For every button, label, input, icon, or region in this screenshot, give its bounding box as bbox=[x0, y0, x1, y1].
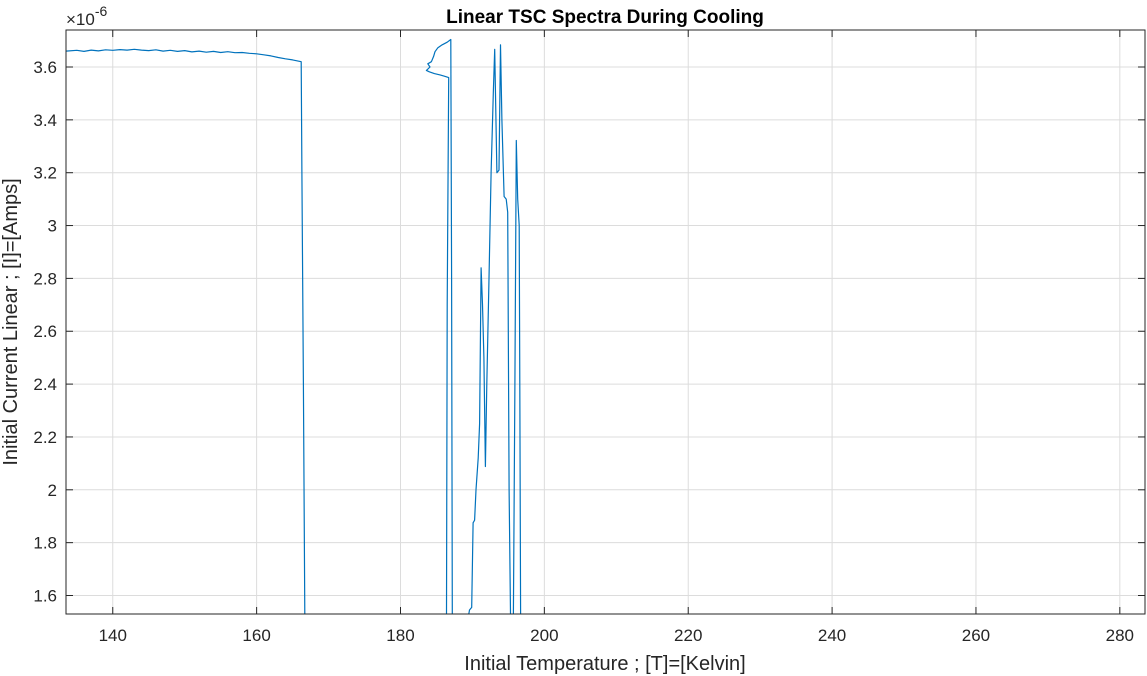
x-tick-label: 260 bbox=[962, 626, 990, 645]
y-tick-label: 2.2 bbox=[33, 428, 57, 447]
x-tick-label: 200 bbox=[530, 626, 558, 645]
y-tick-label: 3.6 bbox=[33, 58, 57, 77]
y-axis-exponent-power: -6 bbox=[95, 3, 108, 19]
y-axis-exponent-base: ×10 bbox=[66, 10, 95, 29]
data-series bbox=[65, 38, 522, 615]
x-axis-label: Initial Temperature ; [T]=[Kelvin] bbox=[464, 653, 745, 675]
x-tick-label: 180 bbox=[386, 626, 414, 645]
x-tick-label: 240 bbox=[818, 626, 846, 645]
y-tick-label: 3.2 bbox=[33, 164, 57, 183]
series-line-segment-1 bbox=[65, 48, 306, 615]
y-axis-label: Initial Current Linear ; [I]=[Amps] bbox=[0, 178, 22, 465]
x-tick-label: 220 bbox=[674, 626, 702, 645]
y-axis-exponent: ×10-6 bbox=[66, 3, 108, 29]
x-tick-label: 160 bbox=[242, 626, 270, 645]
series-line-segment-4 bbox=[512, 139, 522, 615]
plot-area bbox=[66, 30, 1145, 614]
y-tick-label: 3 bbox=[48, 217, 57, 236]
series-line-segment-2 bbox=[425, 38, 453, 615]
y-tick-label: 2.8 bbox=[33, 269, 57, 288]
axes-box bbox=[65, 29, 1146, 615]
chart-title: Linear TSC Spectra During Cooling bbox=[446, 7, 764, 28]
x-tick-label: 280 bbox=[1106, 626, 1134, 645]
y-tick-label: 1.6 bbox=[33, 587, 57, 606]
x-tick-label: 140 bbox=[99, 626, 127, 645]
grid bbox=[66, 30, 1145, 614]
y-tick-label: 1.8 bbox=[33, 534, 57, 553]
ticks bbox=[66, 30, 1145, 614]
y-tick-label: 3.4 bbox=[33, 111, 57, 130]
y-tick-label: 2.4 bbox=[33, 375, 57, 394]
y-tick-label: 2.6 bbox=[33, 322, 57, 341]
tick-labels: 140 160 180 200 220 240 260 280 1.6 1.8 2 2.2 2.4 2.6… bbox=[33, 58, 1134, 645]
y-tick-label: 2 bbox=[48, 481, 57, 500]
series-line-segment-3 bbox=[468, 44, 512, 615]
